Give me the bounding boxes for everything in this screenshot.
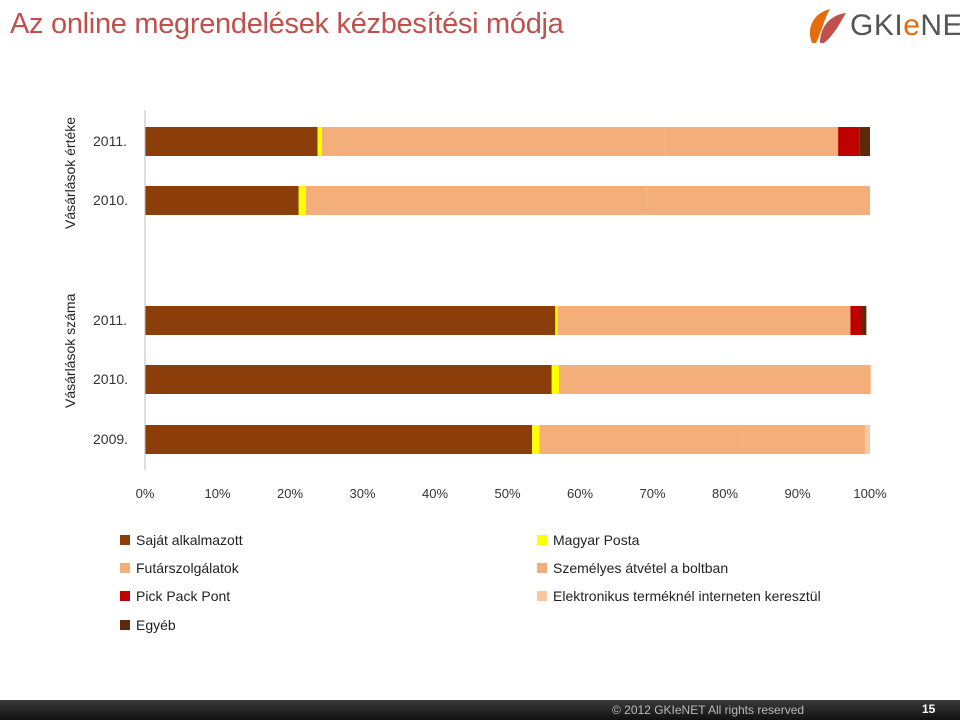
bar-segment: [145, 365, 552, 394]
x-tick-label: 70%: [639, 486, 666, 501]
x-tick-label: 40%: [421, 486, 449, 501]
bar-segment: [539, 425, 743, 454]
x-tick-label: 90%: [784, 486, 811, 501]
bar-segment: [838, 127, 860, 156]
legend-swatch: [120, 620, 130, 630]
x-tick-label: 0%: [135, 486, 155, 501]
slide-title: Az online megrendelések kézbesítési módj…: [10, 8, 564, 40]
bar-segment: [732, 365, 871, 394]
bar-segment: [859, 127, 870, 156]
bar-segment: [555, 306, 558, 335]
legend-label: Egyéb: [136, 617, 176, 633]
bar-segment: [742, 425, 865, 454]
bar-segment: [321, 127, 665, 156]
bar-segment: [145, 186, 299, 215]
legend-item: Futárszolgálatok: [120, 559, 239, 577]
x-tick-label: 10%: [204, 486, 231, 501]
bar-segment: [864, 425, 870, 454]
copyright-text: © 2012 GKIeNET All rights reserved: [612, 703, 805, 717]
legend-item: Egyéb: [120, 616, 176, 634]
bar-segment: [145, 306, 556, 335]
bar-segment: [862, 306, 867, 335]
legend-item: Személyes átvétel a boltban: [537, 559, 728, 577]
legend-label: Pick Pack Pont: [136, 588, 231, 604]
legend-item: Magyar Posta: [537, 531, 639, 549]
x-tick-label: 60%: [566, 486, 594, 501]
x-tick-label: 50%: [494, 486, 521, 501]
bar-segment: [551, 365, 559, 394]
legend-swatch: [537, 535, 547, 545]
bar-segment: [664, 127, 839, 156]
gkienet-logo: GKIeNET: [806, 5, 960, 45]
legend-label: Saját alkalmazott: [136, 532, 243, 548]
category-label: 2011.: [93, 133, 127, 149]
bar-segment: [145, 127, 318, 156]
bar-segment: [532, 425, 540, 454]
legend-item: Elektronikus terméknél interneten keresz…: [537, 587, 821, 605]
legend-swatch: [537, 591, 547, 601]
category-label: 2011.: [93, 312, 127, 328]
bar-segment: [305, 186, 647, 215]
x-tick-label: 20%: [276, 486, 304, 501]
legend-swatch: [120, 535, 130, 545]
category-label: 2009.: [93, 431, 129, 447]
bar-segment: [557, 306, 718, 335]
legend-label: Személyes átvétel a boltban: [553, 560, 729, 576]
leaf-logo-icon: [810, 9, 846, 43]
logo-text: GKIeNET: [850, 9, 960, 42]
legend-swatch: [537, 563, 547, 573]
legend-swatch: [120, 563, 130, 573]
bar-segment: [646, 186, 870, 215]
category-label: 2010.: [93, 192, 129, 208]
legend-swatch: [120, 591, 130, 601]
legend-item: Saját alkalmazott: [120, 531, 243, 549]
legend-label: Magyar Posta: [553, 532, 640, 548]
bar-segment: [850, 306, 863, 335]
x-tick-label: 80%: [711, 486, 739, 501]
category-label: 2010.: [93, 371, 129, 387]
x-tick-label: 100%: [853, 486, 887, 501]
bar-segment: [717, 306, 851, 335]
legend-label: Futárszolgálatok: [136, 560, 239, 576]
bar-segment: [145, 425, 533, 454]
footer-bar: © 2012 GKIeNET All rights reserved 15: [0, 700, 960, 720]
legend-item: Pick Pack Pont: [120, 587, 230, 605]
x-tick-label: 30%: [349, 486, 376, 501]
bar-segment: [558, 365, 733, 394]
page-number: 15: [922, 702, 936, 716]
legend-label: Elektronikus terméknél interneten keresz…: [553, 588, 821, 604]
bar-segment: [317, 127, 322, 156]
bar-segment: [298, 186, 306, 215]
